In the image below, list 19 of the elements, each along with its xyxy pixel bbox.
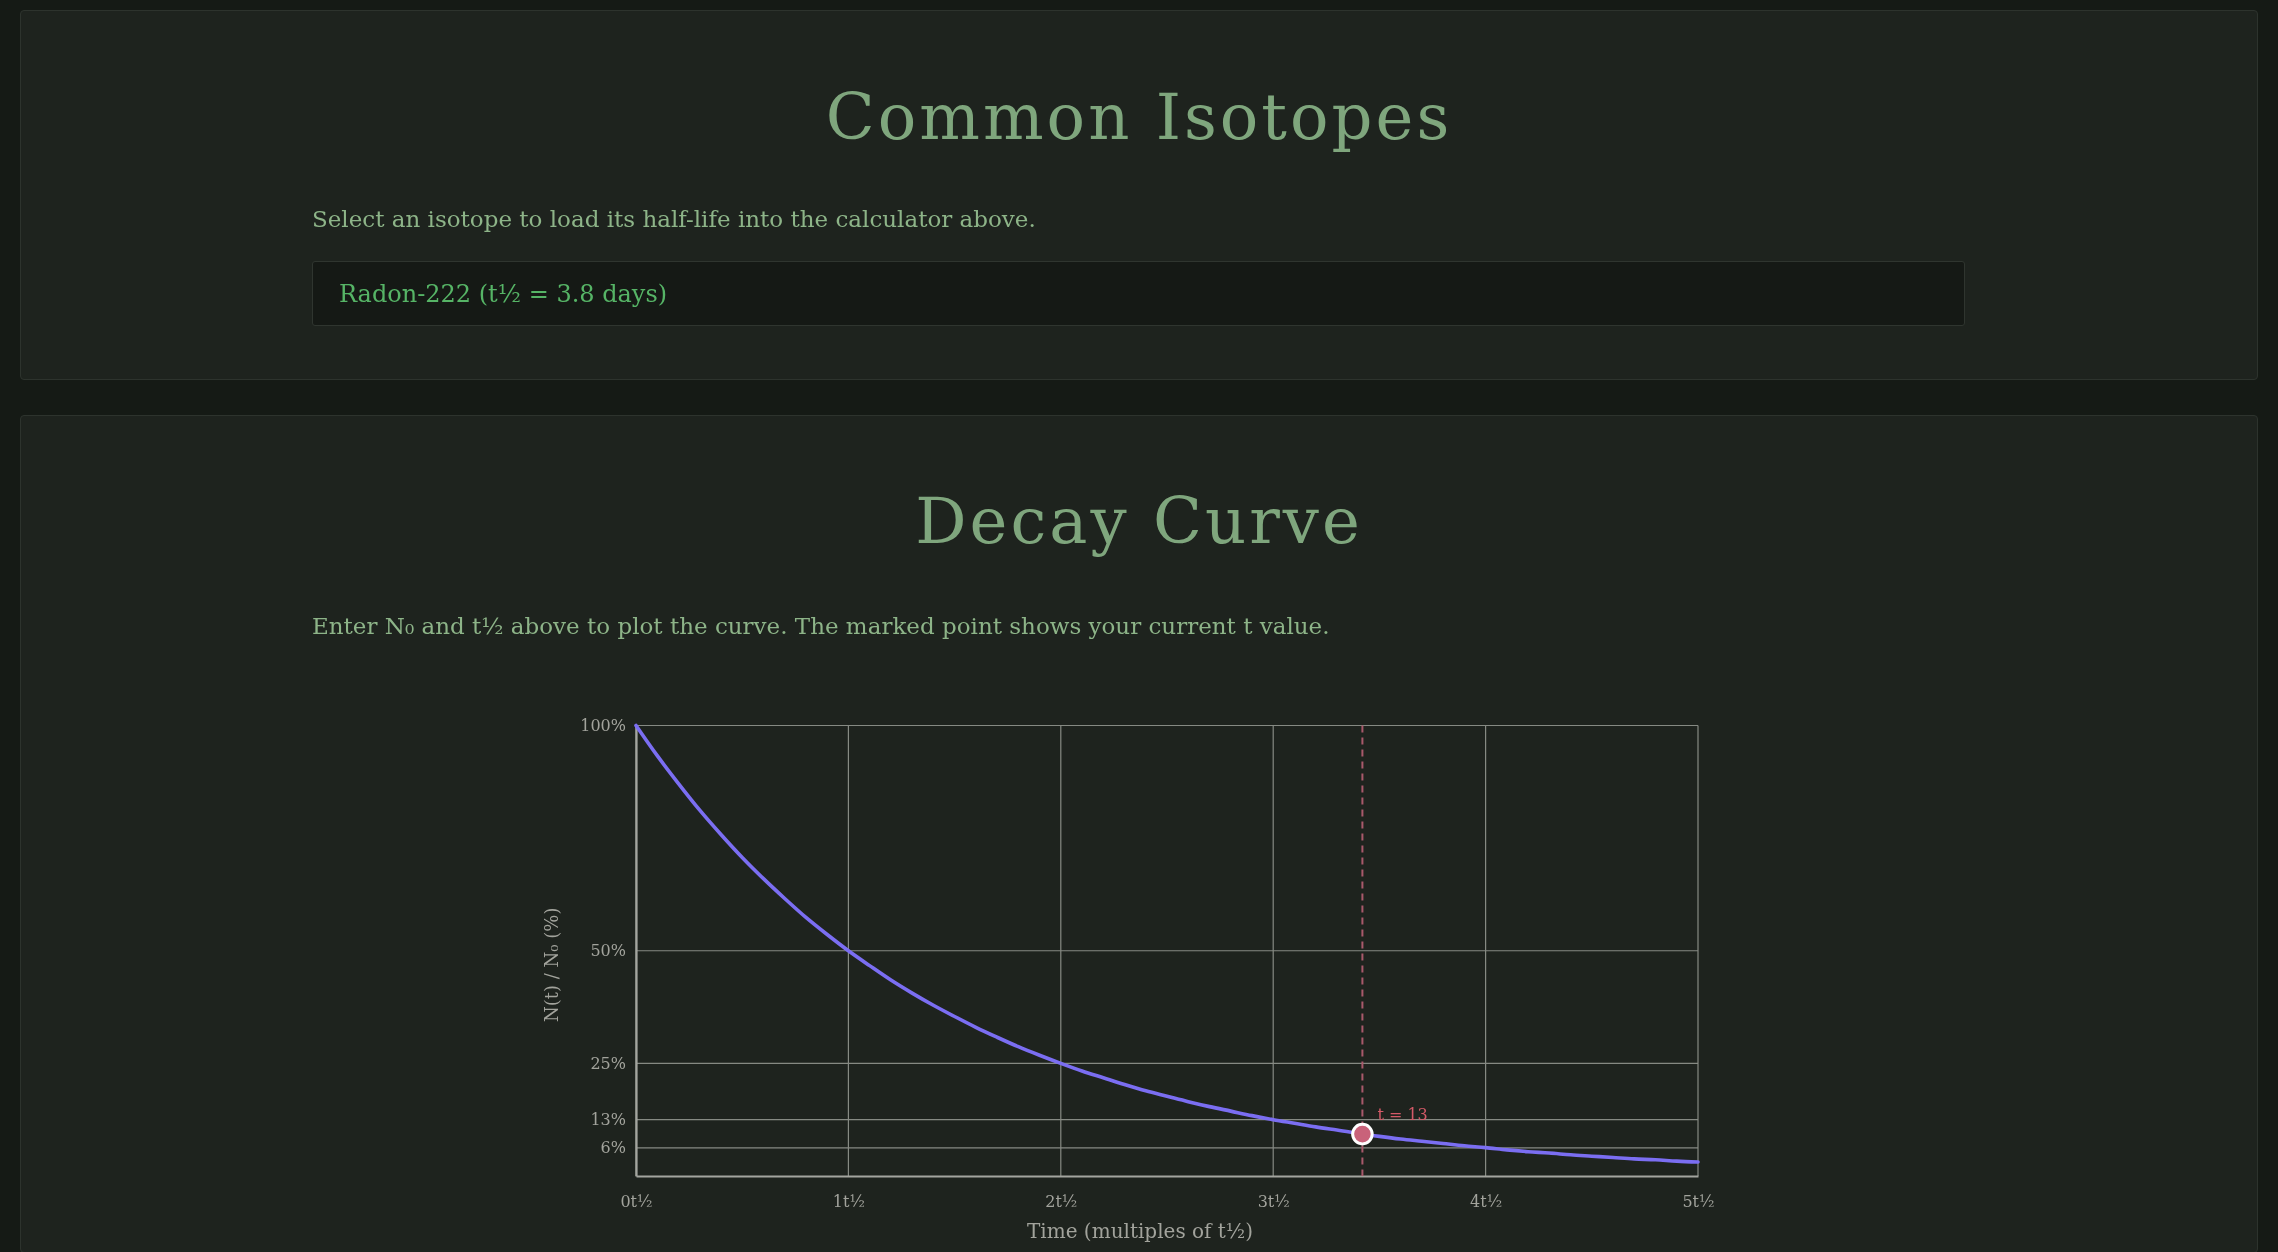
x-tick-label: 2t½ xyxy=(1045,1192,1078,1212)
y-tick-label: 25% xyxy=(590,1053,626,1073)
chart-subtitle: Enter N₀ and t½ above to plot the curve. The marked point shows your current t value. xyxy=(312,613,1330,639)
annotation: t = 13 xyxy=(1377,1105,1428,1125)
x-tick-label: 4t½ xyxy=(1470,1192,1503,1212)
x-tick-label: 1t½ xyxy=(832,1192,865,1212)
y-tick-label: 50% xyxy=(590,941,626,961)
y-axis-title: N(t) / N₀ (%) xyxy=(541,907,562,1022)
y-tick-label: 13% xyxy=(590,1110,626,1130)
x-tick-label: 5t½ xyxy=(1682,1192,1715,1212)
text: Select an isotope to load its half-life into the calculator above. xyxy=(312,206,1036,232)
dropdown-field: Radon-222 (t½ = 3.8 days) xyxy=(312,261,1965,326)
x-tick-label: 0t½ xyxy=(620,1192,653,1212)
y-tick-label: 6% xyxy=(600,1138,626,1158)
chart-title: Decay Curve xyxy=(915,484,1363,558)
x-axis-title: Time (multiples of t½) xyxy=(1026,1219,1254,1243)
y-tick-label: 100% xyxy=(580,716,626,736)
text: Common Isotopes xyxy=(825,80,1453,154)
x-tick-label: 3t½ xyxy=(1257,1192,1290,1212)
